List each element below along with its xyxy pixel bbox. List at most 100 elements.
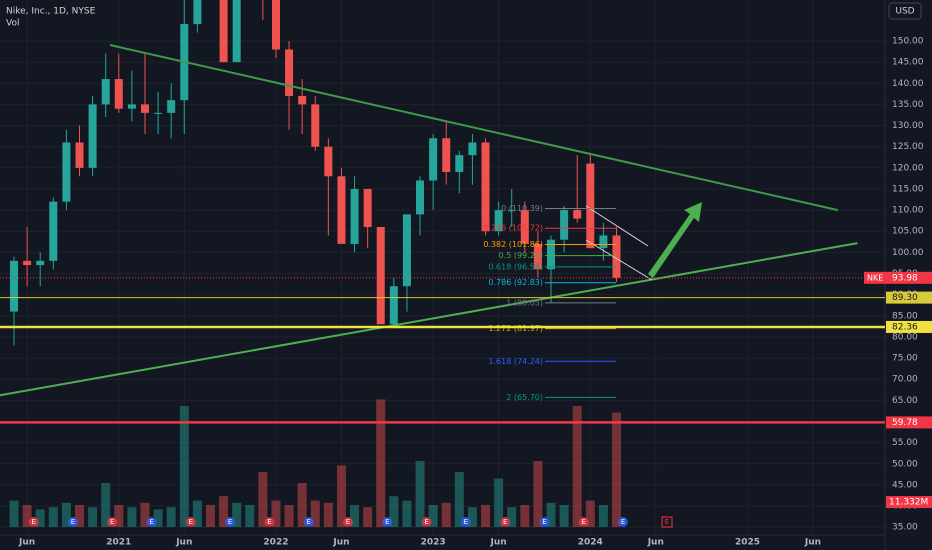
candle-body xyxy=(127,104,136,109)
earnings-label: E xyxy=(306,518,310,526)
earnings-label: E xyxy=(31,518,35,526)
fib-label: 0.236 (105.72) xyxy=(483,224,543,233)
arrow xyxy=(648,202,702,278)
volume-tag xyxy=(886,496,932,509)
candle-body xyxy=(232,0,241,63)
volume-tag-label: 11.332M xyxy=(889,498,928,508)
currency-box[interactable] xyxy=(888,2,922,20)
volume-bar xyxy=(127,507,137,527)
volume-bar xyxy=(61,502,71,527)
volume-bar xyxy=(75,505,85,527)
volume-bar xyxy=(232,502,242,527)
candle-body xyxy=(429,138,438,181)
candle-body xyxy=(298,95,307,105)
volume-label: Vol xyxy=(6,19,19,29)
volume-bar xyxy=(101,483,111,527)
candle-body xyxy=(101,79,110,105)
candle-body xyxy=(36,260,45,266)
fib-label: 1 (88.05) xyxy=(506,298,543,307)
y-tick-label: 120.00 xyxy=(892,163,924,173)
y-tick-label: 135.00 xyxy=(892,100,924,110)
fib-label: 0.382 (101.86) xyxy=(483,240,543,249)
volume-bar xyxy=(389,496,399,527)
x-tick-label: Jun xyxy=(490,538,507,548)
volume-bar xyxy=(520,505,530,527)
earnings-label: E xyxy=(228,518,232,526)
volume-bar xyxy=(297,483,307,527)
y-tick-label: 115.00 xyxy=(892,184,924,194)
y-tick-label: 65.00 xyxy=(892,396,918,406)
volume-bar xyxy=(428,505,438,527)
earnings-label: E xyxy=(110,518,114,526)
fib-label: 1.272 (81.97) xyxy=(488,324,543,333)
y-tick-label: 130.00 xyxy=(892,121,924,131)
x-tick-label: 2024 xyxy=(578,538,603,548)
earnings-marker xyxy=(225,517,236,527)
candle-body xyxy=(49,201,58,261)
candle-body xyxy=(350,188,359,244)
volume-bar xyxy=(323,502,333,527)
candle-body xyxy=(599,235,608,249)
volume-bar xyxy=(363,507,373,527)
earnings-label: E xyxy=(71,518,75,526)
candle-body xyxy=(494,210,503,232)
channel-line xyxy=(585,205,649,247)
volume-bar xyxy=(546,502,556,527)
price-tag-label: 89.30 xyxy=(892,293,918,303)
candle-body xyxy=(75,142,84,168)
trendline xyxy=(109,44,839,212)
candle-body xyxy=(154,112,163,114)
x-tick-label: 2022 xyxy=(263,538,288,548)
price-tag xyxy=(864,271,932,284)
earnings-marker xyxy=(264,517,275,527)
volume-bar xyxy=(179,406,189,527)
candle-body xyxy=(88,104,97,168)
x-tick-label: 2025 xyxy=(735,538,760,548)
earnings-label: E xyxy=(582,518,586,526)
y-tick-label: 50.00 xyxy=(892,459,918,469)
y-tick-label: 110.00 xyxy=(892,206,924,216)
candle-body xyxy=(612,235,621,278)
volume-bar xyxy=(533,461,543,527)
volume-bar xyxy=(598,505,608,527)
candle-body xyxy=(507,210,516,212)
earnings-label: E xyxy=(385,518,389,526)
candle-body xyxy=(337,176,346,244)
earnings-label: E xyxy=(189,518,193,526)
currency[interactable]: USD xyxy=(895,7,914,17)
candle-body xyxy=(586,163,595,249)
volume-bar xyxy=(245,505,255,527)
candle-body xyxy=(167,100,176,113)
candle-body xyxy=(442,138,451,173)
candle-body xyxy=(10,260,19,312)
y-tick-label: 140.00 xyxy=(892,79,924,89)
earnings-marker xyxy=(185,517,196,527)
x-tick-label: Jun xyxy=(804,538,821,548)
earnings-label: E xyxy=(665,518,669,526)
earnings-marker xyxy=(500,517,511,527)
x-tick-label: Jun xyxy=(175,538,192,548)
earnings-label: E xyxy=(621,518,625,526)
y-tick-label: 145.00 xyxy=(892,58,924,68)
candle-body xyxy=(363,188,372,228)
volume-bar xyxy=(22,505,32,527)
candle-body xyxy=(573,210,582,219)
symbol-label: NKE xyxy=(867,273,883,282)
earnings-marker xyxy=(661,516,673,528)
candle-body xyxy=(324,146,333,177)
price-tag xyxy=(886,416,932,429)
volume-bar xyxy=(219,496,229,527)
earnings-marker xyxy=(539,517,550,527)
y-tick-label: 150.00 xyxy=(892,37,924,47)
candle-body xyxy=(376,227,385,325)
channel-line xyxy=(585,239,653,281)
candle-body xyxy=(219,0,228,63)
fib-label: 0.5 (99.22) xyxy=(499,251,543,260)
x-tick-label: Jun xyxy=(647,538,664,548)
fib-label: 0.618 (96.58) xyxy=(488,262,543,271)
y-tick-label: 35.00 xyxy=(892,523,918,533)
earnings-label: E xyxy=(149,518,153,526)
chart-title: Nike, Inc., 1D, NYSE xyxy=(6,7,96,17)
price-tag xyxy=(886,291,932,304)
